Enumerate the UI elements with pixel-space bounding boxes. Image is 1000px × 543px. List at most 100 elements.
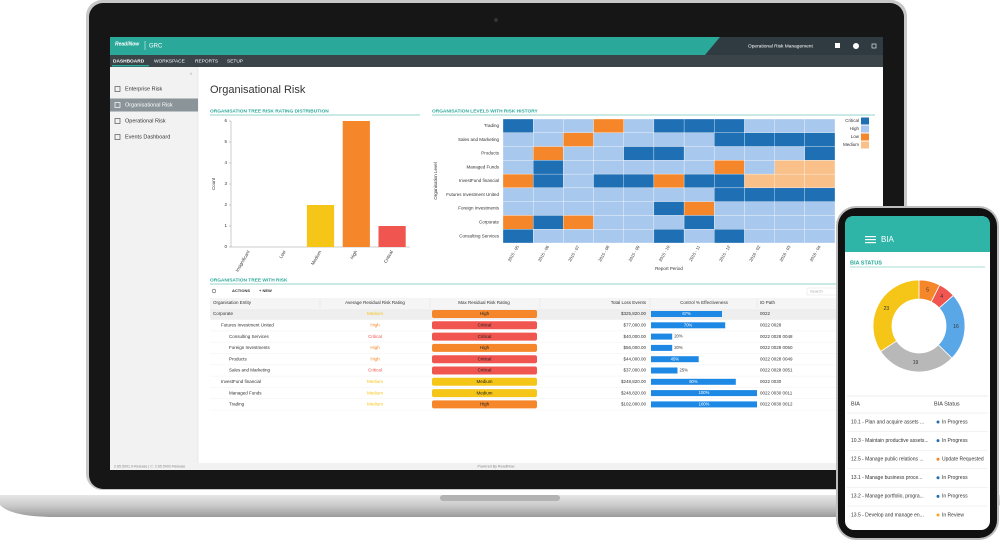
chart-title: ORGANISATION TREE RISK RATING DISTRIBUTI… [210,108,329,114]
effectiveness-label: 70% [684,322,693,327]
max-rating: High [480,402,490,407]
new-button[interactable]: + NEW [259,288,272,293]
bia-status: Update Requested [942,457,984,463]
heat-cell [502,201,534,216]
row-label: Foreign Investments [458,206,500,211]
nav-item[interactable]: SETUP [227,58,243,64]
heat-cell [623,118,655,133]
bia-status: In Review [942,512,964,518]
footer [110,463,883,470]
y-tick-label: 5 [224,139,227,144]
x-tick-label: Low [278,249,287,259]
legend-label: Low [851,134,860,139]
actions-button[interactable]: ACTIONS [232,288,250,293]
heat-cell [653,201,685,216]
menu-icon[interactable] [865,236,876,244]
max-rating-pill [432,377,537,386]
total-loss: $248,820.00 [621,379,647,384]
sidebar-item[interactable]: Enterprise Risk [125,86,163,92]
bia-name[interactable]: 12.5 - Manage public relations ... [851,457,924,463]
effectiveness-bar [651,311,723,317]
nav-item[interactable]: DASHBOARD [113,58,145,64]
slice-label: 5 [926,287,929,293]
heat-cell [533,187,564,202]
entity[interactable]: Trading [229,402,245,407]
entity[interactable]: Products [229,356,248,361]
heat-cell [502,132,534,147]
entity[interactable]: Sales and Marketing [229,368,271,373]
nav-item[interactable]: WORKSPACE [154,58,185,64]
nav-item[interactable]: REPORTS [195,58,218,64]
bia-name[interactable]: 10.3 - Maintain productive assets... [851,438,929,444]
heat-cell [804,132,836,147]
sidebar-item[interactable]: Events Dashboard [125,134,170,140]
id-path: 0022 0030 [760,379,782,384]
phone-content: BIA STATUS 5 4 16 19 23 BIA BIA Status 10.1 - Pl… [847,260,988,518]
heat-cell [653,118,685,133]
sidebar-item[interactable]: Organisational Risk [125,102,173,108]
bia-name[interactable]: 13.2 - Manage portfolio, progra... [851,494,924,500]
page-title: Organisational Risk [210,84,306,96]
entity[interactable]: Foreign Investments [229,345,271,350]
heat-cell [804,229,836,244]
help-icon[interactable] [853,43,859,49]
heat-cell [774,132,805,147]
sidebar-icon [114,118,121,124]
heat-cell [683,160,715,175]
id-path: 0022 [760,311,771,316]
heat-cell [502,215,534,230]
heat-cell [623,215,655,230]
effectiveness-label: 20% [674,345,683,350]
max-rating-pill [432,343,537,352]
entity[interactable]: Consulting Services [229,334,270,339]
app-bar [110,37,883,55]
status-dot [936,439,940,443]
heat-cell [744,132,775,147]
entity[interactable]: Corporate [213,311,234,316]
heat-cell [804,146,836,161]
sidebar-items: Enterprise Risk Organisational Risk Operat… [110,86,198,140]
heat-cell [683,173,715,189]
effectiveness-label: 20% [674,334,683,339]
entity[interactable]: Futures Investment United [221,322,274,327]
heat-cell [683,132,715,147]
x-tick-label: Critical [383,250,394,264]
sidebar-icon [114,134,121,140]
max-rating-pill [432,321,537,330]
row-label: Futures Investment United [446,192,499,197]
heat-cell [533,229,564,244]
avg-rating: Medium [367,311,383,316]
donut-slice [872,279,920,352]
entity[interactable]: Managed Funds [229,390,262,395]
heat-cell [804,215,836,230]
refresh-icon[interactable] [211,288,217,294]
footer-powered: Powered By ReadiNow [478,464,515,468]
bia-status: In Progress [942,494,968,500]
heat-cell [683,187,715,202]
avg-rating: High [370,322,380,327]
bia-name[interactable]: 13.1 - Manage business proce... [851,475,922,481]
max-rating: Critical [478,356,492,361]
sidebar [110,67,198,465]
user-icon[interactable] [835,43,840,48]
heat-cell [502,146,534,161]
y-axis-label: Organisation Level [433,162,438,200]
effectiveness-bar [651,356,699,363]
sidebar-item[interactable]: Operational Risk [125,118,166,124]
workspace-name[interactable]: Operational Risk Management [748,43,813,49]
heat-cell [774,229,805,244]
chart-title: ORGANISATION LEVELS WITH RISK HISTORY [432,108,539,114]
y-tick-label: 4 [224,160,227,165]
entity[interactable]: InvestFund financial [221,379,261,384]
heat-cell [653,160,685,175]
heat-cell [623,201,655,216]
settings-icon[interactable] [871,43,877,49]
legend-swatch [861,133,869,141]
heat-cell [593,201,624,216]
heat-cell [623,132,655,147]
bia-name[interactable]: 13.5 - Develop and manage en... [851,512,924,518]
bia-name[interactable]: 10.1 - Plan and acquire assets ... [851,419,924,425]
id-path: 0022 0028 0051 [760,368,793,373]
heat-cell [593,118,624,133]
sidebar-collapse[interactable]: ‹ [190,72,192,78]
